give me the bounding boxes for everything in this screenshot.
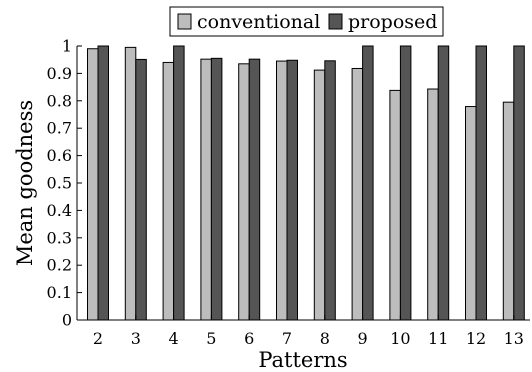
y-tick-label-0.3: 0.3 (47, 228, 72, 247)
x-tick-label-8: 8 (320, 329, 330, 348)
bar-conventional-10 (389, 89, 401, 321)
legend: conventional proposed (177, 11, 437, 33)
legend-label-conventional: conventional (197, 11, 320, 33)
bar-proposed-4 (173, 45, 185, 321)
bar-conventional-12 (465, 106, 477, 321)
x-tick-label-3: 3 (131, 329, 141, 348)
legend-box (169, 6, 444, 37)
bar-proposed-12 (475, 45, 487, 321)
bar-conventional-2 (87, 48, 99, 321)
bar-conventional-13 (502, 101, 515, 321)
x-tick-label-4: 4 (169, 329, 179, 348)
bar-conventional-3 (124, 46, 137, 321)
y-tick-label-0.1: 0.1 (47, 283, 72, 302)
bar-proposed-11 (437, 45, 450, 321)
bar-conventional-7 (276, 60, 288, 321)
y-tick-label-1: 1 (62, 37, 72, 56)
y-tick-label-0.5: 0.5 (47, 174, 72, 193)
bar-proposed-6 (248, 58, 261, 321)
bar-conventional-8 (313, 69, 326, 321)
bar-proposed-8 (324, 60, 336, 321)
x-tick-label-6: 6 (244, 329, 254, 348)
legend-swatch-conventional (177, 13, 192, 30)
y-tick-label-0: 0 (62, 311, 72, 330)
bar-conventional-4 (162, 61, 175, 321)
bar-proposed-13 (513, 45, 525, 321)
y-tick-label-0.6: 0.6 (47, 146, 72, 165)
bar-proposed-5 (210, 57, 223, 321)
x-tick-label-11: 11 (428, 329, 448, 348)
y-tick-label-0.4: 0.4 (47, 201, 72, 220)
y-tick-label-0.2: 0.2 (47, 256, 72, 275)
y-axis: 0 0.1 0.2 0.3 0.4 0.5 0.6 0.7 0.8 0.9 1 (47, 37, 82, 330)
legend-swatch-proposed (328, 13, 343, 30)
x-tick-label-5: 5 (206, 329, 216, 348)
x-axis-title: Patterns (258, 348, 347, 372)
bar-proposed-9 (362, 45, 374, 321)
bar-conventional-6 (238, 63, 250, 321)
y-tick-label-0.9: 0.9 (47, 64, 72, 83)
x-tick-label-2: 2 (93, 329, 103, 348)
bar-proposed-3 (135, 58, 147, 321)
bar-proposed-10 (399, 45, 412, 321)
x-tick-label-7: 7 (282, 329, 292, 348)
legend-label-proposed: proposed (348, 11, 437, 33)
bar-conventional-11 (427, 88, 439, 321)
x-tick-label-13: 13 (504, 329, 524, 348)
y-tick-label-0.7: 0.7 (47, 119, 72, 138)
x-tick-label-10: 10 (390, 329, 410, 348)
bar-proposed-2 (97, 45, 109, 321)
bar-proposed-7 (286, 59, 298, 321)
bar-conventional-9 (351, 67, 364, 321)
y-tick-label-0.8: 0.8 (47, 91, 72, 110)
y-axis-title: Mean goodness (13, 100, 37, 266)
bars-group (87, 45, 525, 321)
x-tick-label-12: 12 (466, 329, 486, 348)
x-tick-label-9: 9 (358, 329, 368, 348)
x-axis: 2 3 4 5 6 7 8 9 10 11 12 13 (77, 315, 530, 348)
bar-conventional-5 (200, 58, 212, 321)
